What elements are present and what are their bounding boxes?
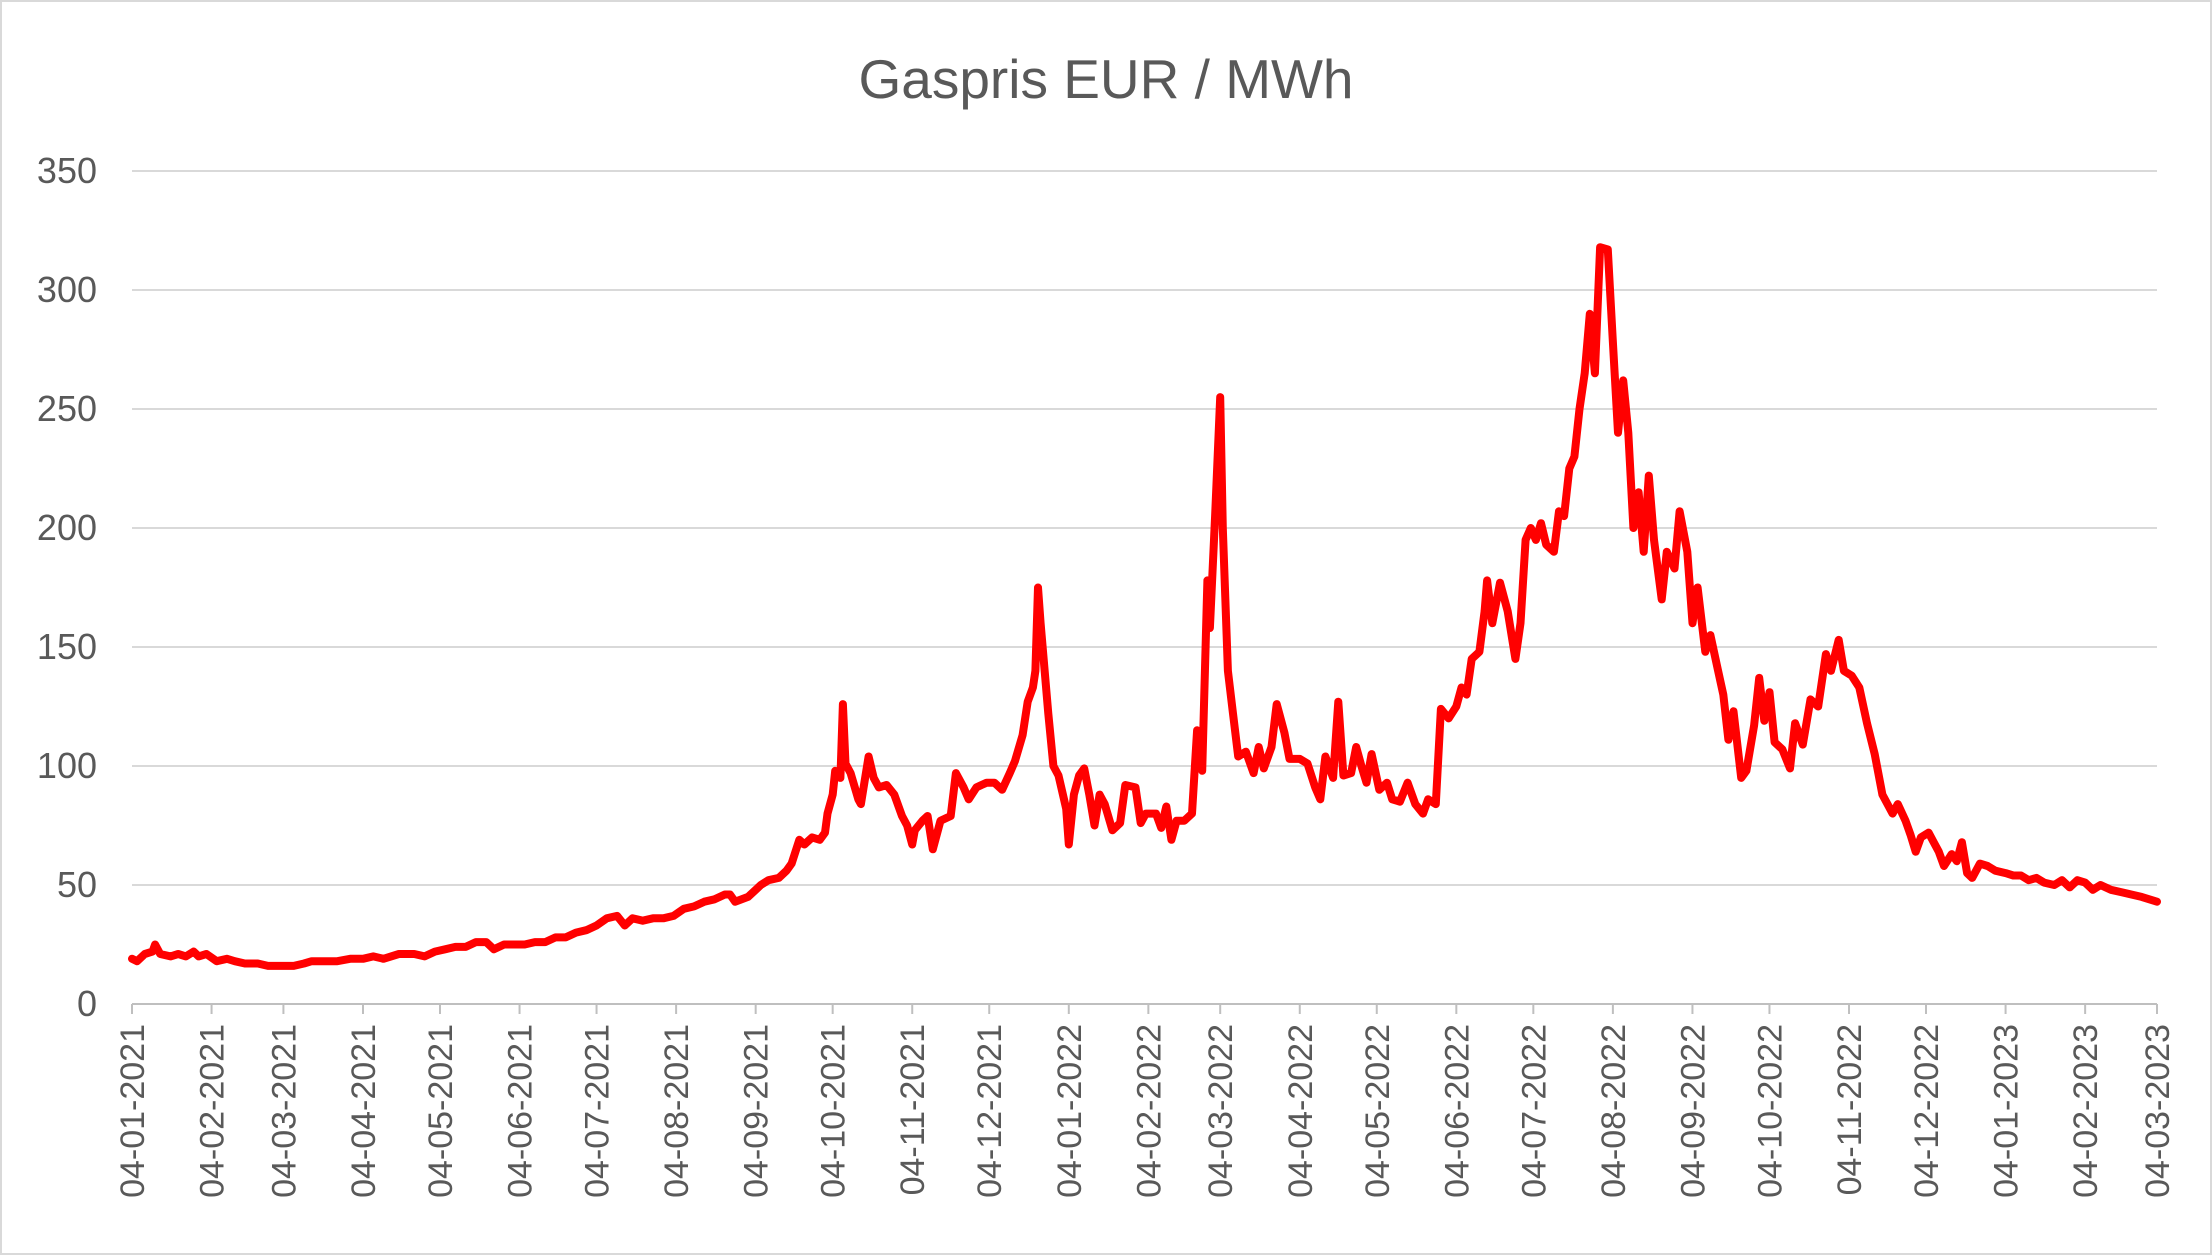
x-tick-label: 04-08-2021 (658, 1024, 696, 1198)
x-tick-label: 04-09-2021 (738, 1024, 776, 1198)
x-axis-ticks: 04-01-2021 04-02-2021 04-03-2021 04-04-2021… (114, 1004, 2177, 1198)
x-tick-label: 04-08-2022 (1595, 1024, 1633, 1198)
x-tick-label: 04-05-2021 (422, 1024, 460, 1198)
series-line-gaspris (128, 243, 2161, 970)
x-tick-label: 04-03-2021 (265, 1024, 303, 1198)
x-tick-label: 04-11-2021 (894, 1024, 932, 1195)
x-tick-label: 04-10-2022 (1751, 1024, 1789, 1198)
x-tick-label: 04-06-2021 (502, 1024, 540, 1198)
x-tick-label: 04-07-2021 (579, 1024, 617, 1198)
y-tick-label: 200 (37, 507, 97, 548)
x-tick-label: 04-03-2023 (2139, 1024, 2177, 1198)
x-tick-label: 04-12-2022 (1908, 1024, 1946, 1198)
series (128, 243, 2161, 970)
y-tick-label: 350 (37, 150, 97, 191)
x-tick-label: 04-03-2022 (1202, 1024, 1240, 1198)
chart-title: Gaspris EUR / MWh (858, 48, 1353, 110)
x-tick-label: 04-04-2021 (345, 1024, 383, 1198)
x-tick-label: 04-02-2023 (2067, 1024, 2105, 1198)
x-tick-label: 04-06-2022 (1438, 1024, 1476, 1198)
y-tick-label: 0 (77, 983, 97, 1024)
y-tick-label: 250 (37, 388, 97, 429)
y-tick-label: 150 (37, 626, 97, 667)
x-tick-label: 04-02-2021 (194, 1024, 232, 1198)
y-tick-label: 50 (57, 864, 97, 905)
gridlines (132, 170, 2157, 886)
x-tick-label: 04-10-2021 (815, 1024, 853, 1198)
x-tick-label: 04-09-2022 (1674, 1024, 1712, 1198)
x-tick-label: 04-01-2021 (114, 1024, 152, 1198)
x-tick-label: 04-02-2022 (1130, 1024, 1168, 1198)
x-tick-label: 04-01-2022 (1051, 1024, 1089, 1198)
y-tick-label: 100 (37, 745, 97, 786)
x-tick-label: 04-07-2022 (1515, 1024, 1553, 1198)
x-tick-label: 04-05-2022 (1359, 1024, 1397, 1198)
x-tick-label: 04-12-2021 (971, 1024, 1009, 1198)
x-tick-label: 04-11-2022 (1831, 1024, 1869, 1195)
y-tick-label: 300 (37, 269, 97, 310)
x-tick-label: 04-01-2023 (1988, 1024, 2026, 1198)
y-axis-ticks: 0 50 100 150 200 250 300 350 (37, 150, 97, 1024)
x-tick-label: 04-04-2022 (1282, 1024, 1320, 1198)
